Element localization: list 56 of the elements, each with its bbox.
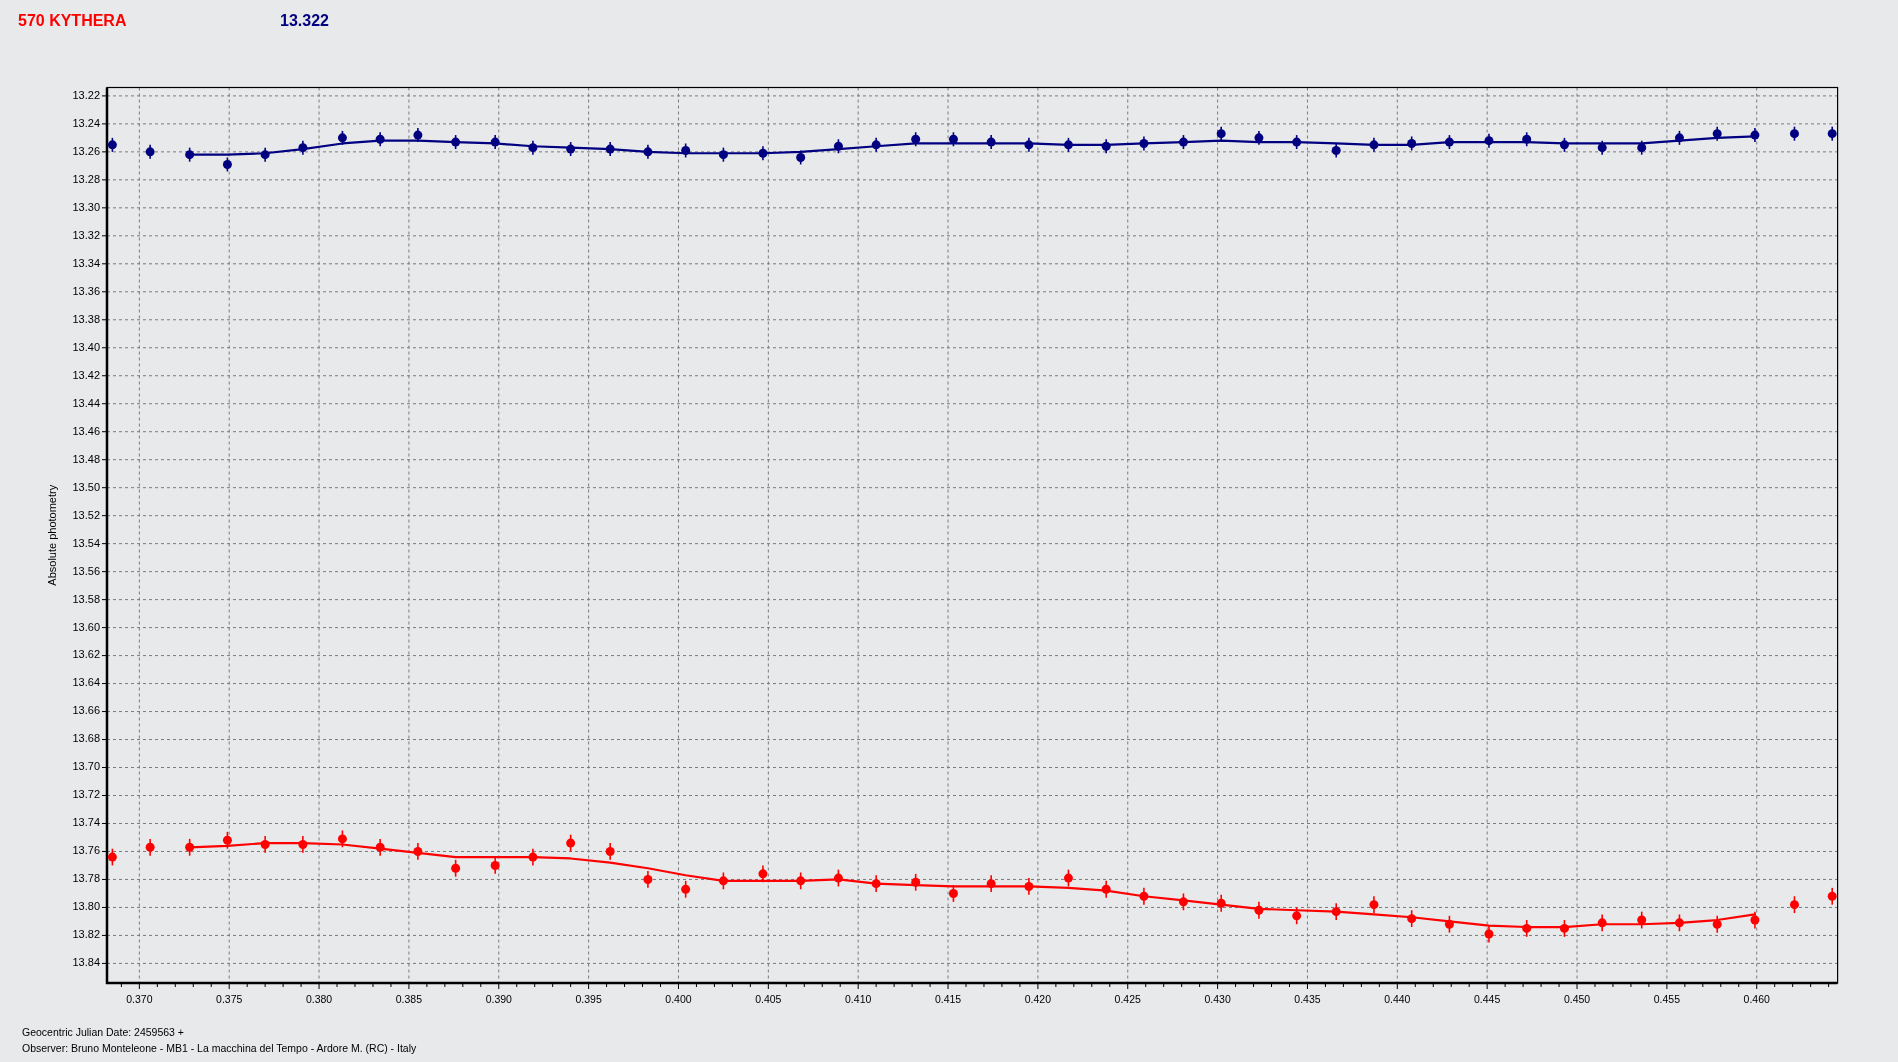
y-tick-label: 13.70 xyxy=(72,760,100,773)
y-tick-label: 13.32 xyxy=(72,228,100,241)
y-tick-label: 13.34 xyxy=(72,256,100,269)
y-axis-title: Absolute photometry xyxy=(45,484,58,586)
y-tick-label: 13.30 xyxy=(72,200,100,213)
text: 570 KYTHERA xyxy=(18,12,127,29)
x-tick-label: 0.425 xyxy=(1114,992,1142,1005)
y-tick-label: 13.84 xyxy=(72,956,100,969)
y-tick-label: 13.72 xyxy=(72,788,100,801)
y-tick-label: 13.28 xyxy=(72,172,100,185)
x-tick-label: 0.435 xyxy=(1294,992,1321,1005)
y-tick-label: 13.74 xyxy=(72,816,100,829)
y-tick-label: 13.80 xyxy=(72,900,100,913)
y-tick-label: 13.60 xyxy=(72,620,100,633)
x-tick-label: 0.430 xyxy=(1204,992,1231,1005)
y-tick-label: 13.56 xyxy=(72,564,100,577)
x-tick-label: 0.385 xyxy=(395,992,423,1005)
y-tick-label: 13.48 xyxy=(72,452,100,465)
x-tick-label: 0.380 xyxy=(305,992,333,1005)
x-tick-label: 0.410 xyxy=(845,992,872,1005)
y-tick-label: 13.50 xyxy=(72,480,100,493)
y-tick-label: 13.38 xyxy=(72,312,100,325)
x-tick-label: 0.375 xyxy=(216,992,243,1005)
x-tick-label: 0.455 xyxy=(1653,992,1681,1005)
y-tick-label: 13.26 xyxy=(72,144,100,157)
y-tick-label: 13.24 xyxy=(72,116,100,129)
y-tick-label: 13.54 xyxy=(72,536,100,549)
text: 13.322 xyxy=(280,12,330,29)
x-tick-label: 0.405 xyxy=(755,992,782,1005)
x-axis-title: Geocentric Julian Date: 2459563 + xyxy=(22,1025,184,1038)
x-tick-label: 0.370 xyxy=(126,992,153,1005)
x-tick-label: 0.445 xyxy=(1474,992,1501,1005)
text: Observer: Bruno Monteleone - MB1 - La macchina del Tempo - Ardore M. (RC) - Italy xyxy=(22,1041,418,1054)
y-tick-label: 13.58 xyxy=(72,592,100,605)
x-tick-label: 0.415 xyxy=(934,992,962,1005)
y-tick-label: 13.46 xyxy=(72,424,100,437)
x-tick-label: 0.460 xyxy=(1743,992,1771,1005)
x-tick-label: 0.440 xyxy=(1384,992,1411,1005)
y-tick-label: 13.66 xyxy=(72,704,100,717)
y-tick-label: 13.62 xyxy=(72,648,100,661)
x-tick-label: 0.395 xyxy=(575,992,602,1005)
y-tick-label: 13.52 xyxy=(72,508,100,521)
y-tick-label: 13.76 xyxy=(72,844,100,857)
y-tick-label: 13.82 xyxy=(72,928,100,941)
y-tick-label: 13.68 xyxy=(72,732,100,745)
x-tick-label: 0.390 xyxy=(485,992,513,1005)
x-tick-label: 0.420 xyxy=(1024,992,1052,1005)
x-tick-label: 0.450 xyxy=(1563,992,1591,1005)
x-tick-label: 0.400 xyxy=(665,992,692,1005)
y-tick-label: 13.22 xyxy=(72,88,100,101)
y-tick-label: 13.40 xyxy=(72,340,100,353)
y-tick-label: 13.44 xyxy=(72,396,100,409)
y-tick-label: 13.64 xyxy=(72,676,100,689)
y-tick-label: 13.78 xyxy=(72,872,100,885)
y-tick-label: 13.36 xyxy=(72,284,100,297)
y-tick-label: 13.42 xyxy=(72,368,100,381)
